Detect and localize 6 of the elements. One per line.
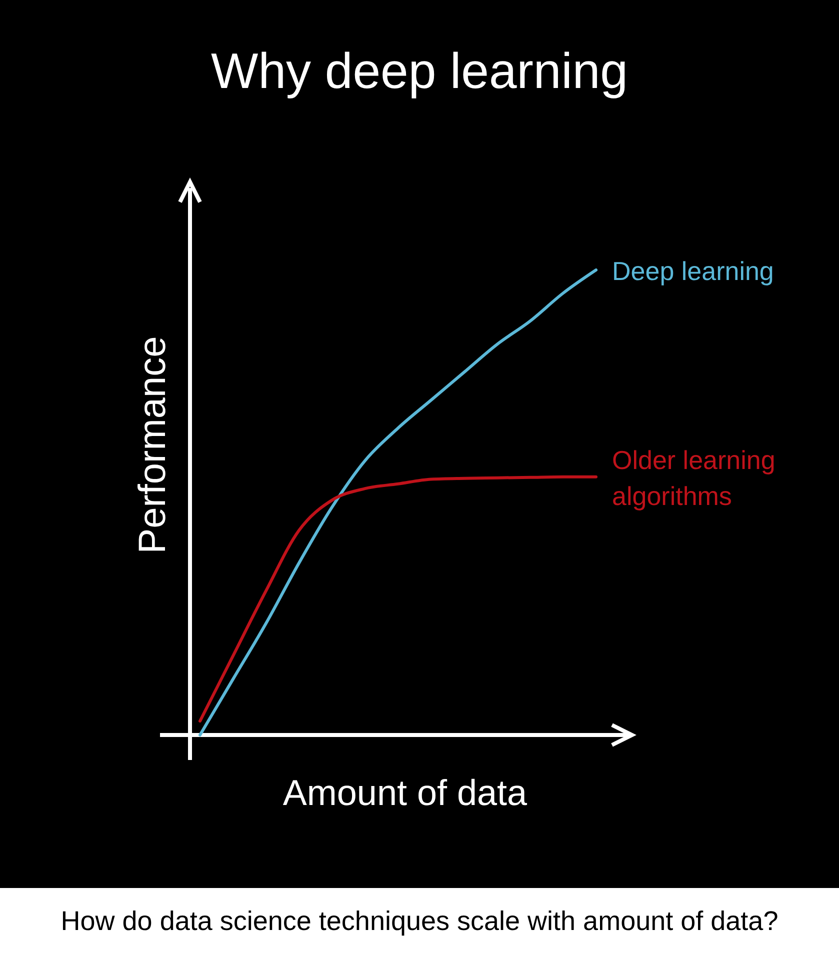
x-axis-title: Amount of data xyxy=(282,772,528,813)
chart-title: Why deep learning xyxy=(211,43,628,99)
text: How do data science techniques scale with amount of data? xyxy=(60,906,778,936)
series-label: Deep learning xyxy=(612,256,774,286)
y-axis-title: Performance xyxy=(132,336,174,554)
series-label: Older learning algorithms xyxy=(612,444,776,511)
